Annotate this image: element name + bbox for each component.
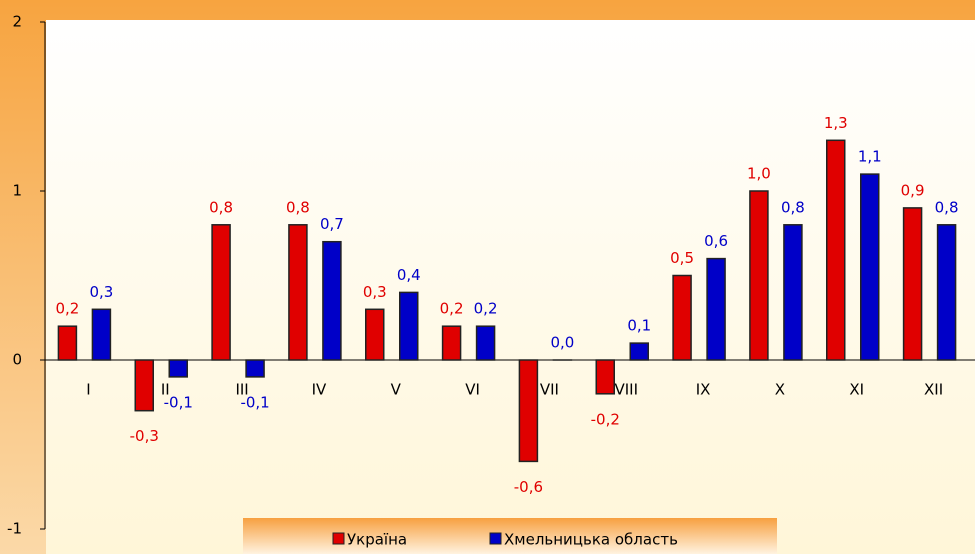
x-tick-label: VIII (614, 381, 638, 399)
value-label: 0,4 (397, 266, 421, 284)
value-label: 0,2 (55, 300, 79, 318)
x-tick-label: XII (924, 381, 943, 399)
value-label: 0,2 (440, 300, 464, 318)
bar (938, 225, 956, 360)
legend-swatch (490, 533, 501, 544)
x-tick-label: VI (465, 381, 480, 399)
value-label: 0,0 (550, 334, 574, 352)
value-label: -0,1 (164, 393, 193, 411)
bar (58, 326, 76, 360)
x-tick-label: V (391, 381, 402, 399)
bar (827, 140, 845, 360)
value-label: 0,8 (781, 198, 805, 216)
value-label: 1,1 (858, 148, 882, 166)
y-tick-label: 2 (12, 13, 22, 31)
bar (246, 360, 264, 377)
value-label: -0,6 (514, 478, 543, 496)
value-label: -0,2 (591, 410, 620, 428)
value-label: 1,0 (747, 165, 771, 183)
y-tick-label: -1 (7, 520, 22, 538)
bar (169, 360, 187, 377)
x-tick-label: XI (849, 381, 864, 399)
value-label: 0,1 (627, 317, 651, 335)
bar (596, 360, 614, 394)
x-tick-label: X (775, 381, 785, 399)
value-label: 0,9 (901, 181, 925, 199)
bar (784, 225, 802, 360)
value-label: 0,5 (670, 249, 694, 267)
bar (323, 242, 341, 360)
bar (673, 276, 691, 361)
y-tick-label: 1 (12, 182, 22, 200)
value-label: -0,1 (240, 393, 269, 411)
x-tick-label: IX (696, 381, 711, 399)
bar (212, 225, 230, 360)
bar (400, 292, 418, 360)
x-tick-label: VII (540, 381, 559, 399)
x-tick-label: I (86, 381, 90, 399)
value-label: 0,6 (704, 232, 728, 250)
value-label: 0,8 (935, 198, 959, 216)
bar (477, 326, 495, 360)
bar (92, 309, 110, 360)
value-label: -0,3 (130, 427, 159, 445)
legend-swatch (333, 533, 344, 544)
bar (135, 360, 153, 411)
value-label: 0,2 (474, 300, 498, 318)
bar (707, 259, 725, 360)
value-label: 0,8 (286, 198, 310, 216)
value-label: 0,3 (363, 283, 387, 301)
bar (904, 208, 922, 360)
value-label: 0,8 (209, 198, 233, 216)
value-label: 0,3 (89, 283, 113, 301)
value-label: 1,3 (824, 114, 848, 132)
x-tick-label: IV (312, 381, 327, 399)
bar (750, 191, 768, 360)
value-label: 0,7 (320, 215, 344, 233)
bar (289, 225, 307, 360)
bar (443, 326, 461, 360)
bar (519, 360, 537, 461)
y-tick-label: 0 (12, 351, 22, 369)
legend-label: Україна (347, 531, 407, 549)
bar (861, 174, 879, 360)
legend-label: Хмельницька область (504, 531, 678, 549)
bar (366, 309, 384, 360)
bar (630, 343, 648, 360)
